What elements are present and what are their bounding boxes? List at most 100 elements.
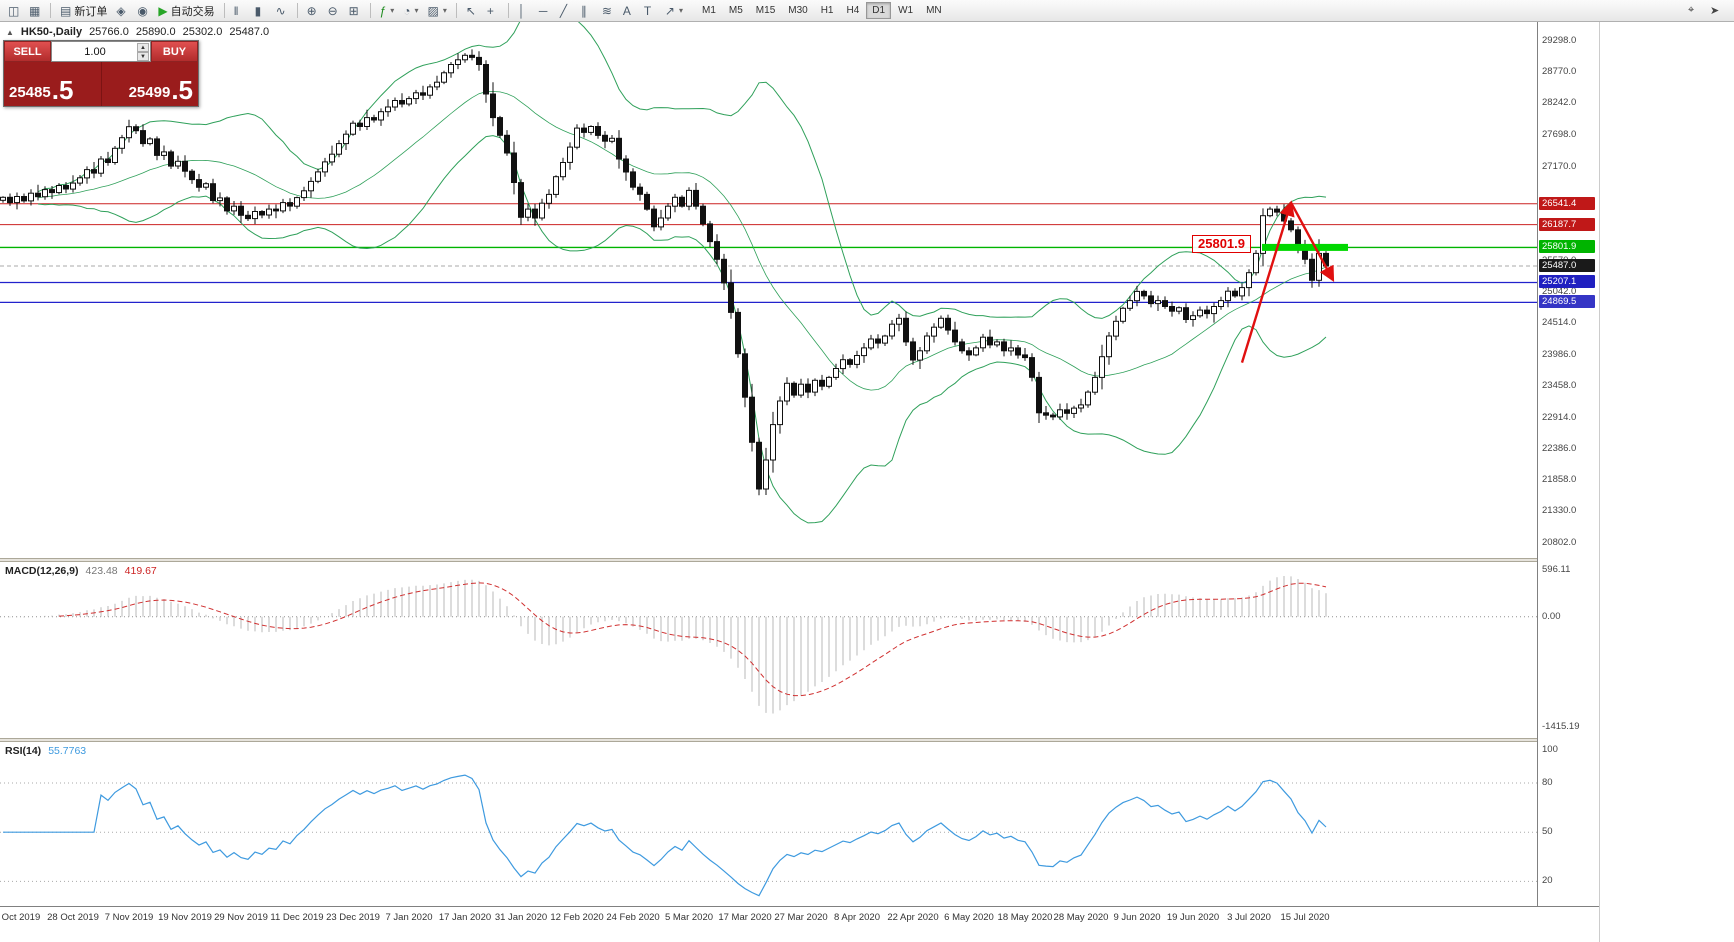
toolbar-fibonacci[interactable]: ≋	[598, 2, 618, 20]
buy-price[interactable]: 25499.5	[102, 62, 199, 106]
sell-button[interactable]: SELL	[4, 41, 51, 62]
toolbar-auto-trading[interactable]: ▶ 自动交易	[154, 2, 218, 20]
toolbar-templates[interactable]: ▨ ▾	[424, 2, 451, 20]
toolbar-trendline[interactable]: ╱	[556, 2, 576, 20]
rsi-svg[interactable]	[0, 742, 1537, 906]
volume-field[interactable]: 1.00 ▲ ▼	[51, 41, 151, 62]
macd-main-value: 423.48	[85, 565, 118, 577]
date-tick: 3 Jul 2020	[1227, 912, 1271, 923]
volume-spinner: ▲ ▼	[137, 42, 149, 61]
timeframe-M5[interactable]: M5	[723, 2, 749, 19]
crosshair-icon: +	[486, 3, 494, 18]
ohlc-low: 25302.0	[182, 26, 223, 38]
timeframe-D1[interactable]: D1	[866, 2, 892, 19]
collapse-icon[interactable]: ▲	[6, 27, 14, 37]
toolbar-indicators[interactable]: ƒ ▾	[376, 2, 399, 20]
cursor-icon: ↖	[465, 3, 476, 18]
toolbar-right-group: ⌖ ➤	[1684, 2, 1726, 20]
line-chart-mode-icon: ∿	[275, 3, 286, 18]
sell-price-frac: .5	[51, 74, 74, 105]
candles	[0, 49, 1329, 496]
toolbar-data-window[interactable]: ◉	[133, 2, 153, 20]
date-tick: 31 Jan 2020	[494, 912, 548, 923]
pane-splitter[interactable]	[0, 738, 1599, 742]
toolbar-arrows[interactable]: ↗ ▾	[661, 2, 687, 20]
data-window-icon: ◉	[137, 3, 148, 18]
periods-dropdown-icon[interactable]: ▾	[414, 6, 419, 15]
date-tick: 6 Oct 2019	[0, 912, 41, 923]
price-marker: 25487.0	[1539, 258, 1595, 272]
price-tick: 28770.0	[1542, 66, 1577, 78]
sell-price[interactable]: 25485.5	[4, 62, 102, 106]
auto-trading-icon: ▶	[158, 3, 168, 18]
toolbar-search[interactable]: ⌖	[1684, 2, 1704, 20]
buy-button[interactable]: BUY	[151, 41, 198, 62]
toolbar-pointer[interactable]: ➤	[1706, 2, 1726, 20]
date-tick: 29 Nov 2019	[214, 912, 268, 923]
horizontal-line-icon: ─	[538, 3, 548, 18]
timeframe-M30[interactable]: M30	[782, 2, 813, 19]
support-zone-bar	[1262, 243, 1348, 251]
date-tick: 23 Dec 2019	[326, 912, 380, 923]
price-marker: 24869.5	[1539, 295, 1595, 309]
rsi-pane[interactable]: RSI(14) 55.7763	[0, 742, 1537, 906]
toolbar-zoom-in[interactable]: ⊕	[303, 2, 323, 20]
rsi-header: RSI(14) 55.7763	[5, 745, 86, 757]
toolbar-vertical-line[interactable]: │	[514, 2, 534, 20]
price-tick: 24514.0	[1542, 317, 1577, 329]
volume-up-button[interactable]: ▲	[137, 42, 149, 52]
price-annotation-label[interactable]: 25801.9	[1192, 235, 1251, 253]
indicators-icon: ƒ	[379, 3, 387, 18]
price-marker: 26541.4	[1539, 196, 1595, 210]
indicators-dropdown-icon[interactable]: ▾	[390, 6, 395, 15]
macd-pane[interactable]: MACD(12,26,9) 423.48 419.67	[0, 562, 1537, 738]
date-tick: 7 Jan 2020	[385, 912, 433, 923]
timeframe-M1[interactable]: M1	[696, 2, 722, 19]
toolbar-text-label[interactable]: T	[640, 2, 660, 20]
periods-icon: ◔	[403, 3, 411, 18]
price-marker: 25801.9	[1539, 240, 1595, 254]
toolbar: ◫ ▦ ▤ 新订单 ◈ ◉ ▶ 自动交易 ǁ ▮ ∿ ⊕ ⊖ ⊞ ƒ ▾ ◔ ▾ ▨ ▾ ↖ + │ ─ ╱ ∥ ≋ A T ↗ ▾ M1 M5…	[0, 0, 1734, 22]
date-tick: 24 Feb 2020	[606, 912, 660, 923]
macd-svg[interactable]	[0, 562, 1537, 738]
toolbar-tile-windows[interactable]: ⊞	[345, 2, 365, 20]
timeframe-M15[interactable]: M15	[750, 2, 781, 19]
date-tick: 28 May 2020	[1053, 912, 1109, 923]
price-axis[interactable]: 29298.028770.028242.027698.027170.025570…	[1537, 22, 1599, 906]
date-tick: 19 Nov 2019	[158, 912, 212, 923]
new-order-icon: ▤	[60, 3, 72, 18]
pane-splitter[interactable]	[0, 558, 1599, 562]
toolbar-bar-chart-mode[interactable]: ǁ	[230, 2, 250, 20]
main-chart-pane[interactable]: ▲ HK50-,Daily 25766.0 25890.0 25302.0 25…	[0, 22, 1537, 558]
toolbar-equidistant-channel[interactable]: ∥	[577, 2, 597, 20]
toolbar-profiles[interactable]: ▦	[25, 2, 45, 20]
toolbar-new-chart[interactable]: ◫	[4, 2, 24, 20]
timeframe-H4[interactable]: H4	[841, 2, 866, 19]
toolbar-zoom-out[interactable]: ⊖	[324, 2, 344, 20]
sell-price-main: 25485	[9, 83, 51, 101]
toolbar-market-watch[interactable]: ◈	[112, 2, 132, 20]
price-tick: 28242.0	[1542, 97, 1577, 109]
toolbar-line-chart-mode[interactable]: ∿	[272, 2, 292, 20]
arrows-dropdown-icon[interactable]: ▾	[678, 6, 683, 15]
toolbar-candlestick-mode[interactable]: ▮	[251, 2, 271, 20]
timeframe-H1[interactable]: H1	[815, 2, 840, 19]
toolbar-crosshair[interactable]: +	[483, 2, 503, 20]
date-tick: 17 Jan 2020	[438, 912, 492, 923]
toolbar-horizontal-line[interactable]: ─	[535, 2, 555, 20]
toolbar-new-order[interactable]: ▤ 新订单	[56, 2, 111, 20]
price-tick: 25042.0	[1542, 286, 1577, 298]
toolbar-separator	[50, 3, 51, 18]
rsi-name: RSI(14)	[5, 745, 42, 757]
toolbar-cursor[interactable]: ↖	[462, 2, 482, 20]
templates-icon: ▨	[427, 3, 439, 18]
toolbar-periods[interactable]: ◔ ▾	[399, 2, 422, 20]
timeframe-MN[interactable]: MN	[920, 2, 948, 19]
toolbar-separator	[455, 3, 457, 18]
toolbar-text[interactable]: A	[619, 2, 639, 20]
templates-dropdown-icon[interactable]: ▾	[442, 6, 447, 15]
timeframe-W1[interactable]: W1	[892, 2, 919, 19]
rsi-tick: 50	[1542, 826, 1553, 838]
volume-down-button[interactable]: ▼	[137, 51, 149, 61]
main-chart-svg[interactable]	[0, 22, 1537, 558]
